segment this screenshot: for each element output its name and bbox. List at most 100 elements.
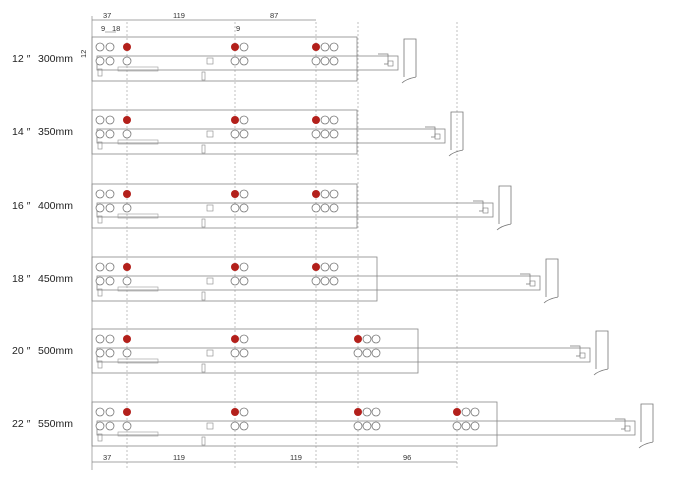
dim-top-9b: 9 bbox=[236, 24, 240, 33]
hole bbox=[329, 189, 339, 199]
hole bbox=[105, 334, 115, 344]
slot bbox=[201, 71, 206, 81]
hole bbox=[329, 115, 339, 125]
hole bbox=[122, 276, 132, 286]
slot bbox=[97, 141, 103, 150]
hole bbox=[105, 276, 115, 286]
slot bbox=[201, 291, 206, 301]
rear-hook bbox=[520, 273, 531, 285]
hole bbox=[320, 276, 330, 286]
dim-top-119: 119 bbox=[173, 11, 185, 20]
hole bbox=[105, 189, 115, 199]
rear-clip bbox=[434, 133, 441, 140]
hole bbox=[239, 421, 249, 431]
lock-clip bbox=[117, 139, 159, 145]
hole bbox=[320, 203, 330, 213]
mounting-hole-red bbox=[453, 408, 461, 416]
slide-length-label: 18 ″ 450mm bbox=[12, 273, 73, 285]
hole bbox=[371, 421, 381, 431]
hole bbox=[470, 421, 480, 431]
dim-top-9: 9 bbox=[101, 24, 105, 33]
rear-clip bbox=[482, 207, 489, 214]
length-mm: 350mm bbox=[38, 126, 74, 138]
hole bbox=[239, 203, 249, 213]
length-inches: 22 ″ bbox=[12, 418, 31, 430]
dim-bottom-119b: 119 bbox=[290, 453, 302, 462]
hole bbox=[320, 129, 330, 139]
hole bbox=[230, 421, 240, 431]
hole bbox=[122, 348, 132, 358]
square-hole bbox=[206, 422, 214, 430]
drawer-front-bracket bbox=[593, 330, 609, 376]
hole bbox=[239, 189, 249, 199]
mounting-hole-red bbox=[123, 116, 131, 124]
hole bbox=[95, 203, 105, 213]
outer-rail bbox=[91, 401, 498, 447]
rear-hook bbox=[473, 200, 484, 212]
length-inches: 16 ″ bbox=[12, 200, 31, 212]
slot bbox=[201, 218, 206, 228]
hole bbox=[239, 348, 249, 358]
hole bbox=[105, 42, 115, 52]
rear-clip bbox=[624, 425, 631, 432]
drawer-front-bracket bbox=[496, 185, 512, 231]
hole bbox=[105, 129, 115, 139]
dim-bottom-96: 96 bbox=[403, 453, 411, 462]
outer-rail bbox=[91, 36, 358, 82]
drawer-front-bracket bbox=[638, 403, 654, 449]
mounting-hole-red bbox=[312, 116, 320, 124]
slide-length-label: 14 ″ 350mm bbox=[12, 126, 73, 138]
lock-clip bbox=[117, 358, 159, 364]
inner-rail bbox=[96, 347, 591, 363]
dim-side-12: 12 bbox=[79, 50, 88, 58]
hole bbox=[122, 129, 132, 139]
mounting-hole-red bbox=[123, 335, 131, 343]
hole bbox=[320, 115, 330, 125]
hole bbox=[239, 129, 249, 139]
inner-rail bbox=[96, 128, 446, 144]
square-hole bbox=[206, 57, 214, 65]
mounting-hole-red bbox=[354, 335, 362, 343]
mounting-hole-red bbox=[231, 408, 239, 416]
rear-hook bbox=[425, 126, 436, 138]
mounting-hole-red bbox=[231, 190, 239, 198]
dim-top-18: 18 bbox=[112, 24, 120, 33]
hole bbox=[230, 203, 240, 213]
hole bbox=[239, 334, 249, 344]
hole bbox=[362, 421, 372, 431]
outer-rail bbox=[91, 256, 378, 302]
hole bbox=[95, 115, 105, 125]
hole bbox=[320, 42, 330, 52]
hole bbox=[362, 407, 372, 417]
length-mm: 450mm bbox=[38, 273, 74, 285]
slide-length-label: 16 ″ 400mm bbox=[12, 200, 73, 212]
length-mm: 300mm bbox=[38, 53, 74, 65]
hole bbox=[470, 407, 480, 417]
slot bbox=[97, 288, 103, 297]
hole bbox=[353, 348, 363, 358]
hole bbox=[105, 203, 115, 213]
hole bbox=[239, 407, 249, 417]
slide-length-label: 20 ″ 500mm bbox=[12, 345, 73, 357]
rear-hook bbox=[615, 418, 626, 430]
hole bbox=[230, 129, 240, 139]
lock-clip bbox=[117, 66, 159, 72]
mounting-hole-red bbox=[231, 335, 239, 343]
hole bbox=[320, 262, 330, 272]
hole bbox=[329, 56, 339, 66]
hole bbox=[329, 129, 339, 139]
slot bbox=[97, 215, 103, 224]
length-inches: 12 ″ bbox=[12, 53, 31, 65]
hole bbox=[105, 56, 115, 66]
hole bbox=[311, 276, 321, 286]
hole bbox=[122, 56, 132, 66]
length-inches: 20 ″ bbox=[12, 345, 31, 357]
hole bbox=[95, 334, 105, 344]
hole bbox=[105, 348, 115, 358]
slot bbox=[201, 436, 206, 446]
length-mm: 550mm bbox=[38, 418, 74, 430]
dim-top-87: 87 bbox=[270, 11, 278, 20]
length-inches: 14 ″ bbox=[12, 126, 31, 138]
slide-row bbox=[91, 109, 464, 157]
length-mm: 500mm bbox=[38, 345, 74, 357]
